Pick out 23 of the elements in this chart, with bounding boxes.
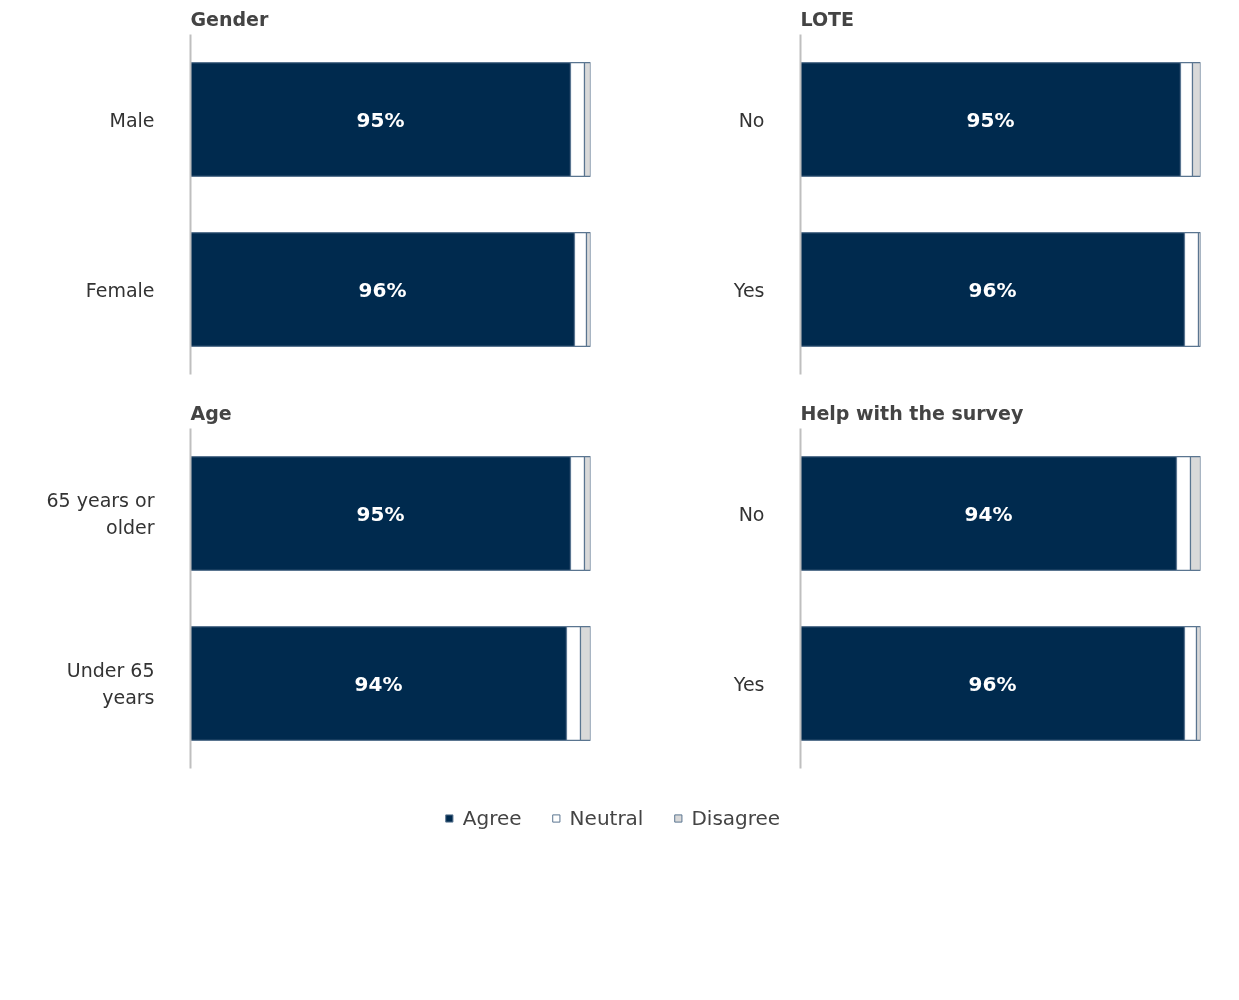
chart-title: Gender	[190, 7, 269, 30]
data-label: 96%	[358, 277, 407, 302]
data-label: 95%	[356, 107, 405, 132]
legend-label: Neutral	[569, 806, 644, 830]
y-tick-label: Yes	[732, 278, 765, 301]
data-label: 94%	[354, 671, 403, 696]
y-tick-label: Female	[85, 278, 155, 301]
data-label: 95%	[966, 107, 1015, 132]
chart-title: Help with the survey	[800, 401, 1024, 424]
legend-label: Agree	[462, 806, 522, 830]
y-tick-label: Male	[109, 108, 155, 131]
y-tick-label: No	[738, 502, 765, 525]
data-label: 95%	[356, 501, 405, 526]
y-tick-label: No	[738, 108, 765, 131]
data-label: 96%	[968, 277, 1017, 302]
y-tick-label: Under 65 years	[66, 659, 155, 708]
data-label: 96%	[968, 671, 1017, 696]
chart-title: Age	[190, 401, 232, 424]
data-label: 94%	[964, 501, 1013, 526]
y-tick-label: Yes	[732, 672, 765, 695]
y-tick-label: 65 years or older	[46, 489, 155, 538]
chart-title: LOTE	[800, 7, 855, 30]
legend-label: Disagree	[691, 806, 781, 830]
